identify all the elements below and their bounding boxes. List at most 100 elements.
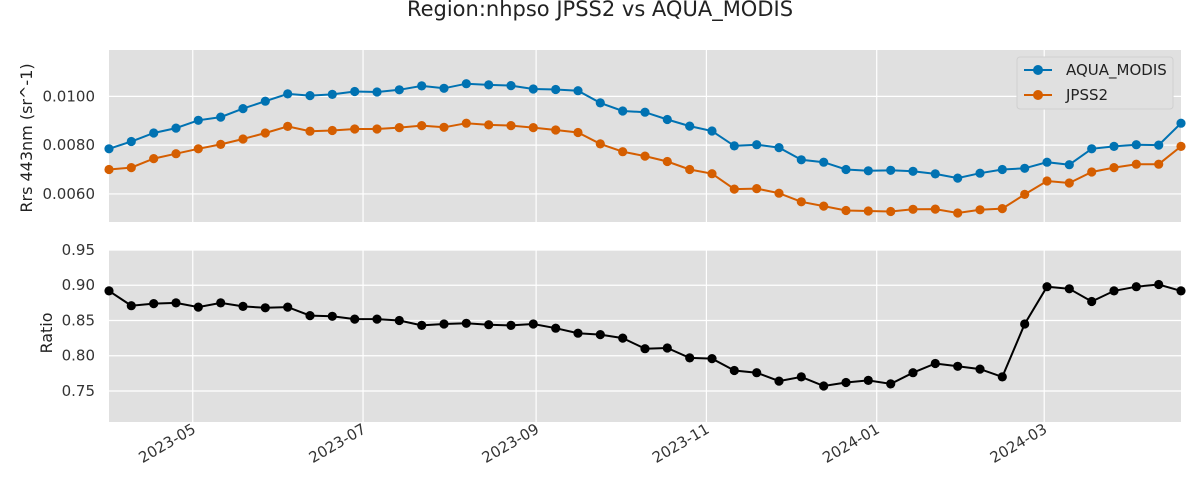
data-point-ratio (528, 319, 538, 329)
data-point-jpss2 (461, 118, 471, 128)
data-point-ratio (238, 301, 248, 311)
x-tick-label: 2023-11 (649, 420, 712, 467)
data-point-ratio (104, 286, 114, 296)
data-point-ratio (953, 361, 963, 371)
data-point-jpss2 (327, 125, 337, 136)
data-point-aqua-modis (171, 123, 181, 133)
data-point-aqua-modis (327, 89, 337, 99)
data-point-aqua-modis (238, 104, 248, 114)
data-point-ratio (819, 381, 829, 391)
data-point-jpss2 (953, 208, 963, 218)
data-point-ratio (595, 330, 605, 340)
data-point-jpss2 (1176, 141, 1186, 151)
top-y-tick-label: 0.0060 (43, 185, 96, 203)
data-point-ratio (216, 298, 226, 308)
data-point-aqua-modis (930, 169, 940, 179)
data-point-aqua-modis (595, 98, 605, 108)
data-point-ratio (506, 320, 516, 330)
data-point-jpss2 (506, 121, 516, 131)
data-point-jpss2 (975, 205, 985, 215)
data-point-aqua-modis (707, 126, 717, 136)
data-point-aqua-modis (662, 114, 672, 125)
data-point-aqua-modis (149, 128, 159, 138)
data-point-aqua-modis (1131, 140, 1141, 150)
data-point-ratio (1109, 286, 1119, 296)
data-point-ratio (841, 377, 851, 388)
data-point-aqua-modis (461, 79, 471, 89)
data-point-ratio (662, 343, 672, 353)
data-point-jpss2 (796, 197, 806, 207)
data-point-aqua-modis (193, 115, 203, 125)
bottom-y-tick-label: 0.80 (62, 347, 95, 365)
data-point-jpss2 (1042, 176, 1052, 186)
data-point-aqua-modis (506, 81, 516, 91)
bottom-y-axis-label: Ratio (37, 312, 56, 353)
data-point-ratio (1087, 296, 1097, 307)
data-point-aqua-modis (1176, 118, 1186, 128)
data-point-ratio (796, 372, 806, 382)
data-point-jpss2 (126, 163, 136, 173)
data-point-ratio (350, 314, 360, 324)
data-point-jpss2 (1087, 167, 1097, 177)
data-point-jpss2 (551, 125, 561, 135)
data-point-aqua-modis (260, 96, 270, 106)
data-point-jpss2 (662, 156, 672, 167)
bottom-y-tick-label: 0.95 (62, 241, 95, 259)
bottom-panel: 0.75 0.80 0.85 0.90 0.95 Ratio (37, 241, 1186, 422)
data-point-ratio (149, 299, 159, 309)
top-panel-background (109, 50, 1181, 222)
data-point-jpss2 (193, 144, 203, 154)
data-point-aqua-modis (216, 112, 226, 122)
data-point-ratio (461, 318, 471, 328)
top-panel: 0.0060 0.0080 0.0100 Rrs 443nm (sr^-1) AQU… (17, 50, 1186, 222)
data-point-aqua-modis (305, 91, 315, 101)
data-point-jpss2 (283, 121, 293, 131)
data-point-aqua-modis (774, 143, 784, 153)
data-point-aqua-modis (350, 86, 360, 97)
data-point-jpss2 (216, 139, 226, 149)
data-point-jpss2 (439, 122, 449, 132)
data-point-aqua-modis (841, 164, 851, 175)
data-point-jpss2 (640, 151, 650, 161)
data-point-ratio (417, 320, 427, 330)
data-point-jpss2 (149, 154, 159, 164)
top-y-tick-label: 0.0080 (43, 136, 96, 154)
data-point-jpss2 (104, 164, 114, 175)
data-point-ratio (1154, 279, 1164, 290)
data-point-aqua-modis (886, 165, 896, 175)
data-point-aqua-modis (1087, 144, 1097, 154)
data-point-ratio (863, 375, 873, 385)
data-point-aqua-modis (1020, 163, 1030, 173)
data-point-aqua-modis (1064, 160, 1074, 170)
data-point-ratio (551, 323, 561, 333)
data-point-jpss2 (729, 184, 739, 194)
data-point-aqua-modis (685, 121, 695, 131)
data-point-aqua-modis (372, 87, 382, 97)
legend: AQUA_MODIS JPSS2 (1016, 56, 1174, 110)
data-point-jpss2 (171, 149, 181, 159)
data-point-jpss2 (260, 128, 270, 138)
x-tick-label: 2023-09 (479, 420, 542, 467)
data-point-ratio (439, 319, 449, 329)
data-point-jpss2 (595, 139, 605, 149)
data-point-ratio (752, 368, 762, 378)
data-point-ratio (1064, 284, 1074, 294)
data-point-jpss2 (930, 204, 940, 214)
data-point-aqua-modis (953, 173, 963, 183)
legend-marker-aqua-modis (1033, 65, 1043, 75)
data-point-aqua-modis (417, 81, 427, 91)
legend-label-aqua-modis: AQUA_MODIS (1066, 61, 1167, 80)
data-point-ratio (327, 311, 337, 321)
data-point-jpss2 (1020, 189, 1030, 199)
data-point-jpss2 (908, 204, 918, 214)
data-point-aqua-modis (126, 136, 136, 147)
data-point-jpss2 (618, 147, 628, 157)
data-point-ratio (729, 365, 739, 376)
x-tick-label: 2023-07 (306, 420, 369, 467)
data-point-jpss2 (819, 201, 829, 211)
legend-box (1016, 56, 1174, 110)
data-point-aqua-modis (528, 84, 538, 94)
x-tick-label: 2024-03 (987, 420, 1050, 467)
data-point-ratio (394, 315, 404, 326)
